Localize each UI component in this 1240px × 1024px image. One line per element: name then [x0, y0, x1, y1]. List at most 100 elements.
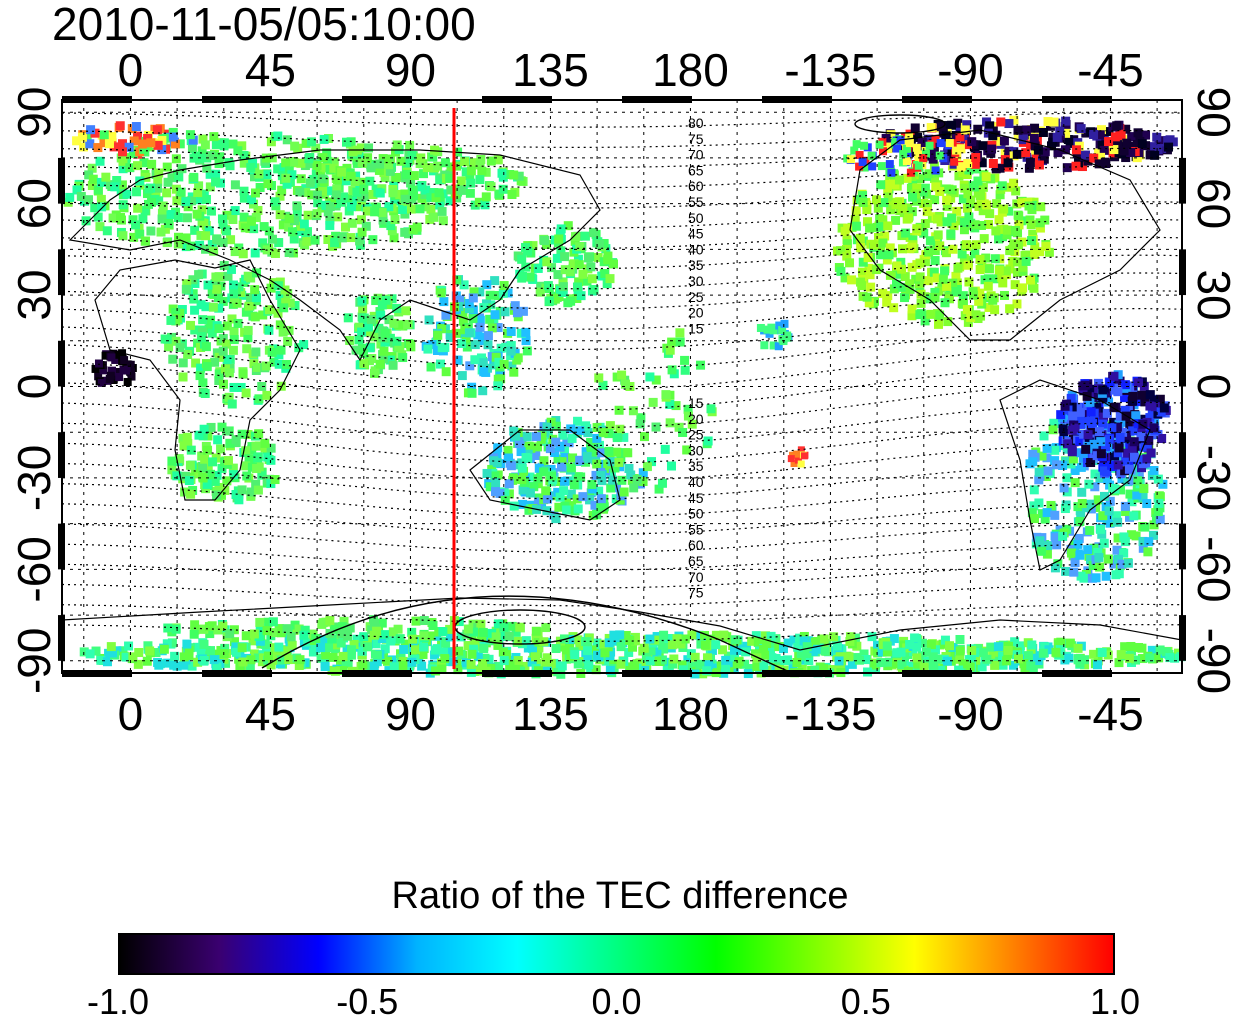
- tec-cell: [458, 307, 468, 317]
- tec-cell: [261, 153, 271, 163]
- tec-cell: [998, 651, 1008, 661]
- tec-cell: [790, 459, 798, 467]
- tec-cell: [122, 366, 131, 375]
- tec-cell: [506, 327, 516, 337]
- tec-cell: [860, 163, 869, 172]
- tec-cell: [504, 631, 514, 641]
- tec-cell: [774, 342, 783, 351]
- tec-cell: [133, 131, 143, 141]
- lat-tick-left: -60: [8, 536, 60, 602]
- tec-cell: [862, 292, 872, 302]
- tec-cell: [264, 325, 274, 335]
- tec-cell: [514, 171, 524, 181]
- tec-cell: [539, 456, 549, 466]
- tec-cell: [1155, 394, 1165, 404]
- tec-cell: [184, 646, 194, 656]
- tec-cell: [407, 627, 417, 637]
- tec-cell: [86, 125, 96, 135]
- tec-cell: [1029, 283, 1039, 293]
- tec-cell: [565, 267, 575, 277]
- tec-cell: [493, 381, 503, 391]
- contour-label: 30: [688, 273, 704, 289]
- tec-cell: [1119, 532, 1129, 542]
- tec-cell: [446, 162, 456, 172]
- tec-cell: [1026, 275, 1036, 285]
- tec-cell: [237, 429, 247, 439]
- tec-cell: [167, 638, 177, 648]
- tec-cell: [435, 359, 445, 369]
- tec-cell: [382, 656, 392, 666]
- tec-cell: [1135, 397, 1145, 407]
- tec-cell: [1094, 542, 1104, 552]
- tec-cell: [592, 459, 602, 469]
- tec-cell: [475, 315, 485, 325]
- tec-cell: [660, 444, 670, 454]
- tec-cell: [371, 296, 381, 306]
- tec-cell: [1058, 424, 1068, 434]
- tec-cell: [203, 431, 213, 441]
- tec-cell: [581, 447, 591, 457]
- tec-cell: [1149, 520, 1159, 530]
- lon-tick-top: 180: [652, 44, 729, 96]
- tec-cell: [941, 184, 951, 194]
- tec-cell: [509, 426, 519, 436]
- tec-cell: [1145, 150, 1155, 160]
- tec-cell: [559, 486, 569, 496]
- tec-cell: [1050, 563, 1060, 573]
- tec-cell: [451, 328, 461, 338]
- tec-cell: [1101, 159, 1111, 169]
- tec-cell: [1077, 487, 1087, 497]
- tec-cell: [536, 434, 546, 444]
- tec-cell: [345, 336, 355, 346]
- tec-cell: [671, 401, 681, 411]
- tec-cell: [222, 355, 232, 365]
- tec-cell: [485, 633, 495, 643]
- tec-cell: [464, 328, 474, 338]
- tec-cell: [112, 175, 122, 185]
- tec-cell: [1076, 507, 1086, 517]
- tec-cell: [857, 267, 867, 277]
- tec-cell: [290, 301, 300, 311]
- tec-cell: [617, 370, 627, 380]
- tec-cell: [1101, 442, 1111, 452]
- tec-cell: [562, 645, 572, 655]
- contour-label: 15: [688, 320, 704, 336]
- tec-cell: [936, 139, 945, 148]
- tec-cell: [475, 160, 485, 170]
- tec-cell: [212, 662, 222, 672]
- tec-cell: [337, 233, 347, 243]
- tec-cell: [301, 138, 311, 148]
- tec-cell: [988, 126, 998, 136]
- tec-cell: [138, 214, 148, 224]
- axis-bar-top: [62, 96, 132, 103]
- tec-cell: [847, 659, 857, 669]
- tec-cell: [88, 174, 98, 184]
- tec-cell: [861, 654, 871, 664]
- tec-cell: [177, 164, 187, 174]
- tec-cell: [615, 424, 625, 434]
- tec-cell: [546, 464, 556, 474]
- tec-cell: [999, 290, 1009, 300]
- tec-cell: [999, 136, 1009, 146]
- tec-cell: [245, 292, 255, 302]
- tec-cell: [1098, 511, 1108, 521]
- tec-cell: [504, 453, 514, 463]
- tec-cell: [1058, 531, 1068, 541]
- tec-cell: [993, 642, 1003, 652]
- tec-cell: [984, 302, 994, 312]
- tec-cell: [222, 426, 232, 436]
- tec-cell: [325, 215, 335, 225]
- tec-cell: [928, 147, 938, 157]
- tec-cell: [942, 281, 952, 291]
- tec-cell: [1018, 135, 1028, 145]
- tec-cell: [683, 404, 693, 414]
- tec-cell: [558, 287, 568, 297]
- tec-cell: [1014, 220, 1024, 230]
- tec-cell: [1116, 130, 1126, 140]
- tec-cell: [346, 650, 356, 660]
- tec-cell: [313, 198, 323, 208]
- tec-cell: [1027, 236, 1037, 246]
- tec-cell: [981, 172, 991, 182]
- tec-cell: [687, 630, 697, 640]
- tec-cell: [963, 159, 973, 169]
